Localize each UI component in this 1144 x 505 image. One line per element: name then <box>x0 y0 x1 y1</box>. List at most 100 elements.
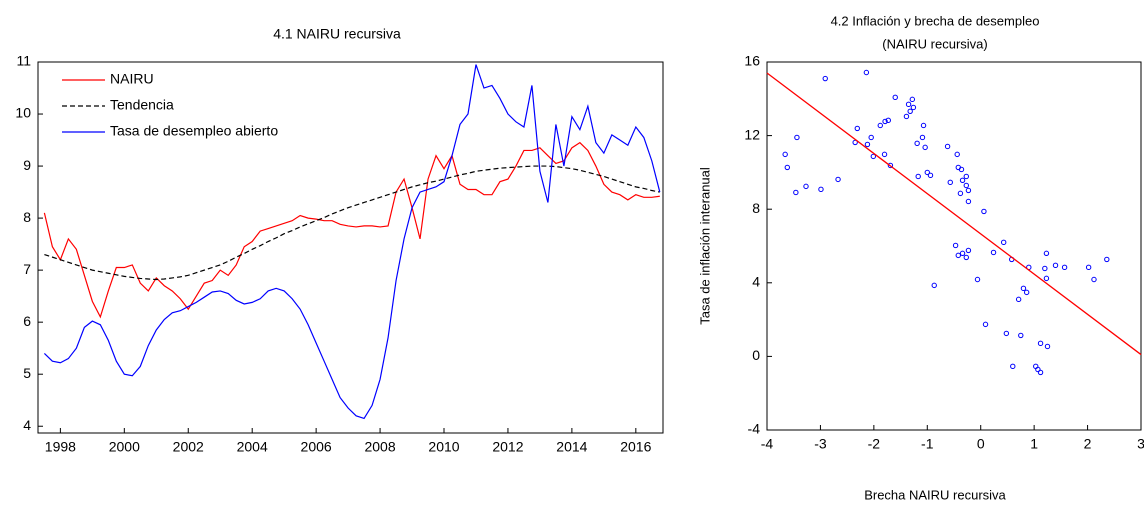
scatter-point <box>963 254 969 261</box>
scatter-point <box>803 183 809 190</box>
scatter-point <box>915 173 921 180</box>
x-tick-label: 1 <box>1030 436 1038 452</box>
y-axis-label: Tasa de inflación interanual <box>697 167 712 325</box>
scatter-point <box>877 122 883 129</box>
scatter-point <box>959 177 966 184</box>
y-tick-label: 7 <box>23 261 31 277</box>
x-axis-label: Brecha NAIRU recursiva <box>864 487 1006 502</box>
scatter-point <box>794 134 800 141</box>
scatter-point <box>1035 366 1041 373</box>
x-tick-label: -1 <box>921 436 934 452</box>
scatter-point <box>974 276 981 283</box>
chart-title: 4.2 Inflación y brecha de desempleo <box>831 13 1040 28</box>
scatter-point <box>959 250 966 257</box>
scatter-point <box>955 252 961 259</box>
series-line <box>43 64 661 420</box>
scatter-point <box>944 143 951 150</box>
scatter-point <box>963 173 969 180</box>
x-tick-label: 2006 <box>301 439 332 455</box>
x-tick-label: 0 <box>977 436 985 452</box>
y-tick-label: 0 <box>752 347 760 363</box>
scatter-point <box>1061 264 1068 271</box>
scatter-point <box>963 182 969 189</box>
plot-frame <box>37 61 664 434</box>
scatter-point <box>910 104 917 111</box>
scatter-point <box>965 198 972 205</box>
scatter-point <box>914 140 920 147</box>
scatter-point <box>905 101 912 108</box>
scatter-point <box>782 151 788 158</box>
y-tick-label: 12 <box>744 126 760 142</box>
x-tick-label: 2002 <box>173 439 204 455</box>
scatter-point <box>1043 275 1050 282</box>
scatter-point <box>1085 264 1092 271</box>
x-tick-label: 2016 <box>620 439 651 455</box>
scatter-point <box>965 187 972 194</box>
x-tick-label: -4 <box>761 436 774 452</box>
series-line <box>43 141 660 319</box>
scatter-point <box>892 94 898 101</box>
scatter-point <box>1052 262 1059 269</box>
scatter-point <box>1037 340 1044 347</box>
x-tick-label: 2000 <box>109 439 140 455</box>
scatter-point <box>882 118 888 125</box>
scatter-point <box>1000 239 1007 246</box>
scatter-point <box>903 113 910 120</box>
y-tick-label: 4 <box>752 274 760 290</box>
scatter-point <box>952 242 959 249</box>
y-tick-label: 4 <box>23 417 31 433</box>
scatter-point <box>870 153 877 160</box>
scatter-point <box>818 186 824 193</box>
scatter-point <box>909 96 916 103</box>
scatter-point <box>1018 332 1024 339</box>
scatter-point <box>965 247 972 254</box>
scatter-point <box>1010 363 1016 370</box>
y-tick-label: 8 <box>752 200 760 216</box>
plot-frame <box>766 61 1142 431</box>
scatter-point <box>868 134 874 141</box>
y-tick-label: 10 <box>15 105 31 121</box>
scatter-point <box>784 164 791 171</box>
scatter-point <box>958 166 965 173</box>
scatter-point <box>981 208 987 215</box>
scatter-point <box>854 125 860 132</box>
x-tick-label: -2 <box>868 436 881 452</box>
scatter-point <box>1037 369 1044 376</box>
scatter-point <box>990 249 997 256</box>
scatter-point <box>822 75 828 82</box>
x-tick-label: 3 <box>1137 436 1144 452</box>
y-tick-label: 5 <box>23 365 31 381</box>
x-tick-label: 2008 <box>364 439 395 455</box>
scatter-point <box>835 176 841 183</box>
x-tick-label: 2012 <box>492 439 523 455</box>
scatter-point <box>885 117 891 124</box>
chart-title: 4.1 NAIRU recursiva <box>273 26 401 42</box>
x-tick-label: 2010 <box>428 439 459 455</box>
scatter-point <box>927 172 934 179</box>
scatter-point <box>922 144 928 151</box>
scatter-point <box>1091 276 1097 283</box>
scatter-point <box>924 169 930 176</box>
y-tick-label: -4 <box>748 421 761 437</box>
x-tick-label: 2014 <box>556 439 587 455</box>
scatter-point <box>957 190 964 197</box>
y-tick-label: 8 <box>23 209 31 225</box>
scatter-point <box>1043 250 1050 257</box>
x-tick-label: 1998 <box>45 439 76 455</box>
y-tick-label: 9 <box>23 157 31 173</box>
scatter-point <box>954 151 960 158</box>
y-tick-label: 11 <box>16 53 31 69</box>
scatter-point <box>947 179 953 186</box>
scatter-point <box>1042 265 1048 272</box>
x-tick-label: -3 <box>814 436 827 452</box>
scatter-point <box>881 151 888 158</box>
x-tick-label: 2 <box>1084 436 1092 452</box>
chart-subtitle: (NAIRU recursiva) <box>882 36 987 51</box>
y-tick-label: 6 <box>23 313 31 329</box>
legend-label: Tasa de desempleo abierto <box>110 123 278 139</box>
scatter-point <box>863 69 870 76</box>
scatter-point <box>931 282 937 289</box>
legend-label: NAIRU <box>110 71 154 87</box>
scatter-point <box>982 321 989 328</box>
